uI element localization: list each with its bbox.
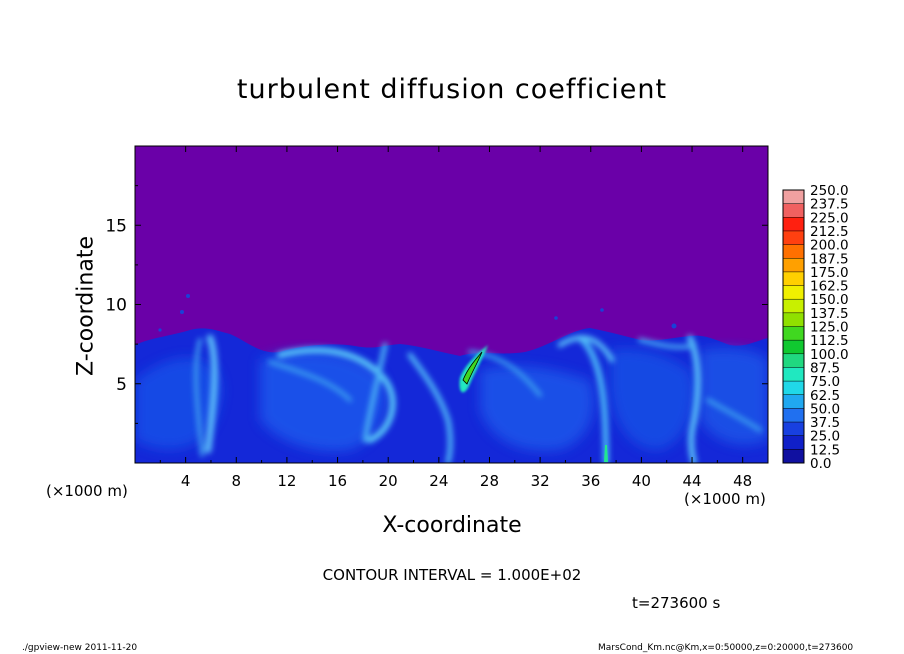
y-axis-label: Z-coordinate: [73, 236, 99, 376]
colorbar-swatch: [783, 353, 804, 368]
colorbar-label: 62.5: [810, 388, 840, 404]
footer-right: MarsCond_Km.nc@Km,x=0:50000,z=0:20000,t=…: [598, 643, 854, 653]
x-unit-right: (×1000 m): [684, 490, 766, 508]
colorbar: 250.0237.5225.0212.5200.0187.5175.0162.5…: [782, 183, 849, 472]
colorbar-label: 137.5: [810, 306, 849, 322]
x-tick-label: 48: [733, 472, 752, 490]
x-unit-left: (×1000 m): [46, 482, 128, 500]
colorbar-swatch: [783, 422, 804, 437]
colorbar-label: 87.5: [810, 360, 840, 376]
colorbar-swatch: [783, 271, 804, 287]
colorbar-swatch: [783, 367, 804, 382]
y-tick-label: 5: [116, 375, 127, 395]
colorbar-swatch: [783, 299, 804, 314]
contour-interval-label: CONTOUR INTERVAL = 1.000E+02: [322, 566, 582, 584]
x-tick-label: 4: [181, 472, 191, 490]
x-tick-label: 24: [429, 472, 448, 490]
colorbar-label: 100.0: [810, 347, 849, 363]
colorbar-swatch: [783, 312, 804, 327]
y-tick-label: 10: [105, 296, 127, 316]
colorbar-label: 12.5: [810, 442, 840, 458]
specks: [158, 294, 677, 332]
colorbar-swatch: [783, 449, 804, 464]
colorbar-swatch: [783, 340, 804, 355]
colorbar-label: 25.0: [810, 429, 840, 445]
colorbar-label: 187.5: [810, 251, 849, 267]
colorbar-label: 75.0: [810, 374, 840, 390]
colorbar-swatch: [783, 326, 804, 341]
colorbar-swatch: [783, 435, 804, 450]
y-tick-label: 15: [105, 216, 127, 236]
x-tick-label: 16: [328, 472, 347, 490]
colorbar-label: 225.0: [810, 210, 849, 226]
colorbar-label: 150.0: [810, 292, 849, 308]
x-tick-label: 32: [531, 472, 550, 490]
x-axis: 4 8 12 16 20 24 28 32 36 40 44 48: [159, 146, 752, 490]
colorbar-swatch: [783, 217, 804, 232]
colorbar-label: 0.0: [810, 456, 831, 472]
y-axis: 5 10 15: [105, 185, 768, 424]
colorbar-label: 50.0: [810, 401, 840, 417]
footer-left: ./gpview-new 2011-11-20: [22, 643, 138, 653]
colorbar-swatch: [783, 381, 804, 396]
colorbar-label: 112.5: [810, 333, 849, 349]
colorbar-swatch: [783, 203, 804, 218]
colorbar-swatch: [783, 190, 804, 205]
colorbar-label: 200.0: [810, 238, 849, 254]
turbulence-field: [135, 294, 768, 463]
colorbar-label: 237.5: [810, 197, 849, 213]
x-tick-label: 12: [277, 472, 296, 490]
time-label: t=273600 s: [632, 594, 721, 612]
colorbar-label: 175.0: [810, 265, 849, 281]
colorbar-swatch: [783, 285, 804, 300]
x-tick-label: 44: [682, 472, 701, 490]
high-value-plume: [604, 445, 608, 462]
x-tick-label: 20: [379, 472, 398, 490]
x-axis-label: X-coordinate: [382, 513, 522, 538]
x-tick-label: 36: [581, 472, 600, 490]
colorbar-label: 162.5: [810, 279, 849, 295]
colorbar-swatch: [783, 230, 804, 246]
colorbar-swatch: [783, 408, 804, 423]
colorbar-label: 212.5: [810, 224, 849, 240]
colorbar-label: 37.5: [810, 415, 840, 431]
x-tick-label: 8: [232, 472, 242, 490]
contour-100: [462, 351, 483, 385]
colorbar-swatch: [783, 258, 804, 273]
colorbar-label: 250.0: [810, 183, 849, 199]
colorbar-label: 125.0: [810, 320, 849, 336]
x-tick-label: 28: [480, 472, 499, 490]
chart-title: turbulent diffusion coefficient: [236, 74, 668, 105]
colorbar-swatch: [783, 244, 804, 259]
colorbar-swatch: [783, 394, 804, 409]
x-tick-label: 40: [632, 472, 651, 490]
